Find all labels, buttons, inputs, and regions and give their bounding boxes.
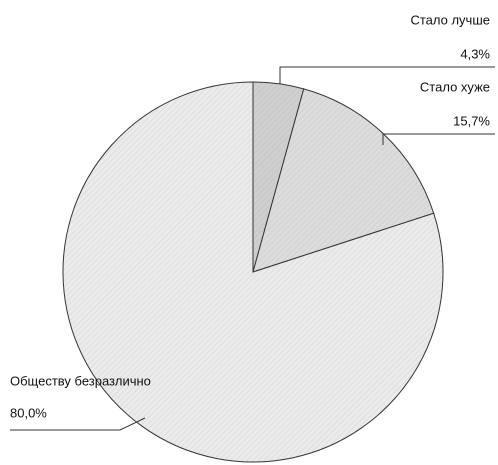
leader-line (382, 133, 495, 145)
slice-value-label: 80,0% (10, 405, 47, 420)
slice-value-label: 15,7% (453, 113, 490, 128)
slice-name: Стало хуже (420, 79, 490, 94)
slices (62, 81, 444, 463)
leader-line (279, 66, 495, 84)
slice-hatch (63, 82, 443, 462)
leader-line (10, 417, 146, 431)
slice-value-label: 4,3% (460, 46, 490, 61)
labels: Стало лучше 4,3% Стало хуже 15,7% Обществу б… (10, 12, 495, 431)
slice-name: Обществу безразлично (10, 373, 151, 388)
slice-hatch (253, 88, 434, 272)
slice-name: Стало лучше (410, 12, 490, 27)
